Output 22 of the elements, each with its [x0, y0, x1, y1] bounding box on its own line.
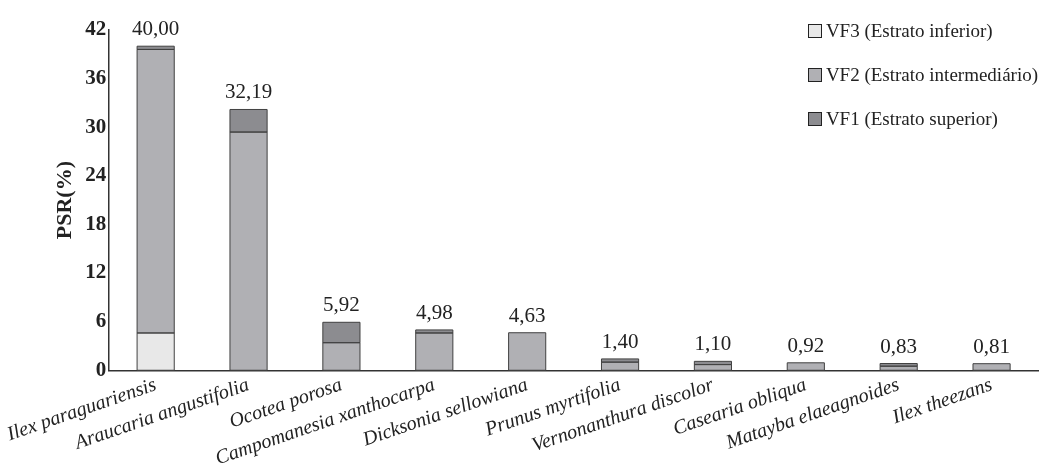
total-label: 40,00 — [132, 16, 180, 41]
y-tick-label: 18 — [85, 210, 107, 235]
total-label: 4,98 — [415, 299, 453, 324]
y-tick-label: 12 — [85, 259, 107, 284]
total-label: 0,81 — [973, 333, 1010, 358]
total-label: 32,19 — [224, 79, 273, 104]
y-tick-label: 42 — [85, 16, 107, 41]
y-tick-label: 36 — [85, 65, 107, 90]
total-label: 4,63 — [508, 302, 546, 327]
total-label: 1,10 — [694, 331, 732, 356]
total-label: 1,40 — [601, 328, 639, 353]
y-tick-label: 0 — [95, 356, 107, 381]
y-tick-label: 6 — [95, 308, 107, 333]
total-label: 0,83 — [880, 333, 918, 358]
y-tick-label: 30 — [85, 113, 107, 138]
total-label: 0,92 — [787, 332, 825, 357]
legend-label: VF1 (Estrato superior) — [825, 108, 998, 130]
total-label: 5,92 — [323, 292, 360, 317]
y-axis-title: PSR(%) — [50, 161, 76, 240]
legend-label: VF2 (Estrato intermediário) — [825, 64, 1038, 86]
y-tick-label: 24 — [85, 162, 107, 187]
legend-label: VF3 (Estrato inferior) — [825, 20, 993, 42]
